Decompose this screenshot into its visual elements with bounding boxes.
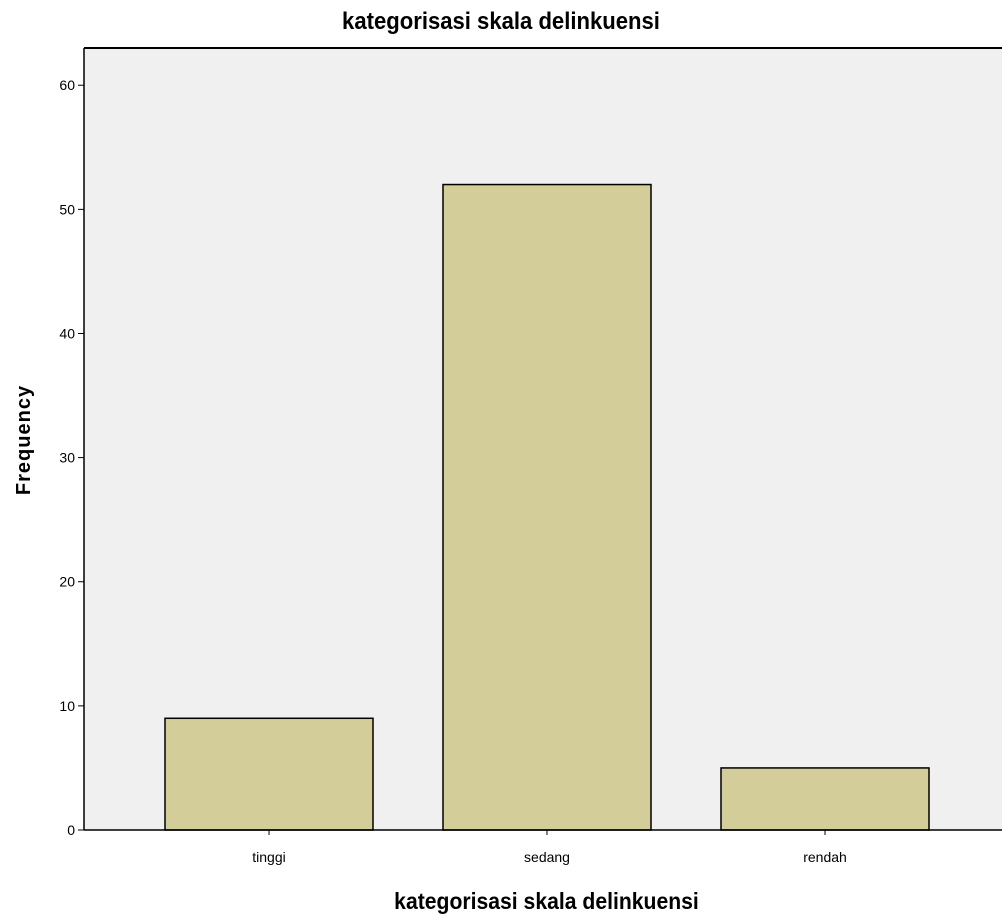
x-axis-ticks: tinggi sedang rendah [252,830,847,865]
y-tick-label: 40 [59,325,75,341]
y-tick-label: 10 [59,698,75,714]
x-tick-label: sedang [524,849,570,865]
bar-tinggi [164,717,374,831]
y-tick-label: 0 [67,822,75,838]
y-axis-ticks: 0 10 20 30 40 50 60 [59,77,84,838]
y-tick-label: 50 [59,201,75,217]
y-axis-label: Frequency [13,385,35,495]
x-axis-label: kategorisasi skala delinkuensi [394,888,699,914]
bar-rendah [720,767,930,831]
y-tick-label: 60 [59,77,75,93]
bar-sedang [442,183,652,831]
chart-title: kategorisasi skala delinkuensi [342,8,660,35]
y-tick-label: 30 [59,450,75,466]
bars-group [164,183,930,831]
x-tick-label: rendah [803,849,847,865]
x-tick-label: tinggi [252,849,285,865]
y-tick-label: 20 [59,574,75,590]
